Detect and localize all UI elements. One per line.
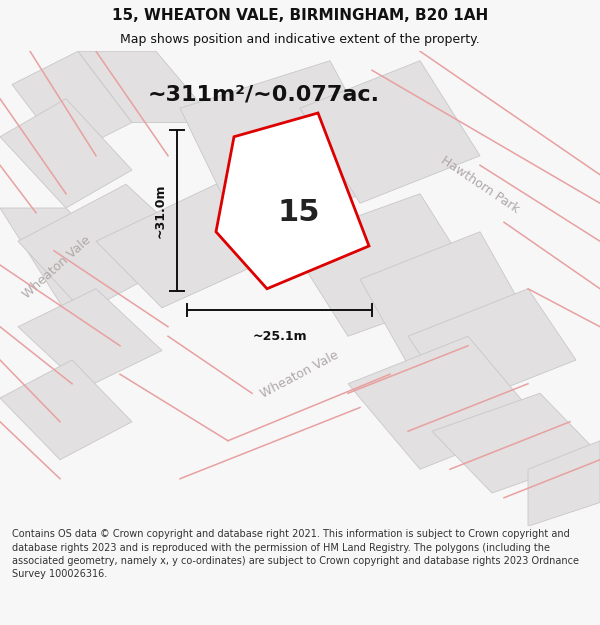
Text: Hawthorn Park: Hawthorn Park xyxy=(439,153,521,215)
Polygon shape xyxy=(528,441,600,526)
Text: ~25.1m: ~25.1m xyxy=(252,330,307,342)
Polygon shape xyxy=(360,232,528,365)
Polygon shape xyxy=(0,99,132,208)
Polygon shape xyxy=(18,184,198,312)
Polygon shape xyxy=(0,208,132,312)
Polygon shape xyxy=(0,360,132,460)
Text: Map shows position and indicative extent of the property.: Map shows position and indicative extent… xyxy=(120,34,480,46)
Text: Contains OS data © Crown copyright and database right 2021. This information is : Contains OS data © Crown copyright and d… xyxy=(12,529,579,579)
Polygon shape xyxy=(180,61,396,232)
Polygon shape xyxy=(288,194,480,336)
Text: Wheaton Vale: Wheaton Vale xyxy=(20,234,94,301)
Polygon shape xyxy=(96,184,288,308)
Text: ~311m²/~0.077ac.: ~311m²/~0.077ac. xyxy=(148,84,380,104)
Polygon shape xyxy=(300,61,480,203)
Polygon shape xyxy=(216,113,369,289)
Polygon shape xyxy=(408,289,576,408)
Polygon shape xyxy=(18,289,162,389)
Polygon shape xyxy=(12,51,132,156)
Polygon shape xyxy=(432,393,600,493)
Text: Wheaton Vale: Wheaton Vale xyxy=(259,348,341,401)
Polygon shape xyxy=(348,336,540,469)
Text: ~31.0m: ~31.0m xyxy=(154,183,167,238)
Text: 15: 15 xyxy=(278,198,320,228)
Polygon shape xyxy=(78,51,216,122)
Text: 15, WHEATON VALE, BIRMINGHAM, B20 1AH: 15, WHEATON VALE, BIRMINGHAM, B20 1AH xyxy=(112,8,488,23)
